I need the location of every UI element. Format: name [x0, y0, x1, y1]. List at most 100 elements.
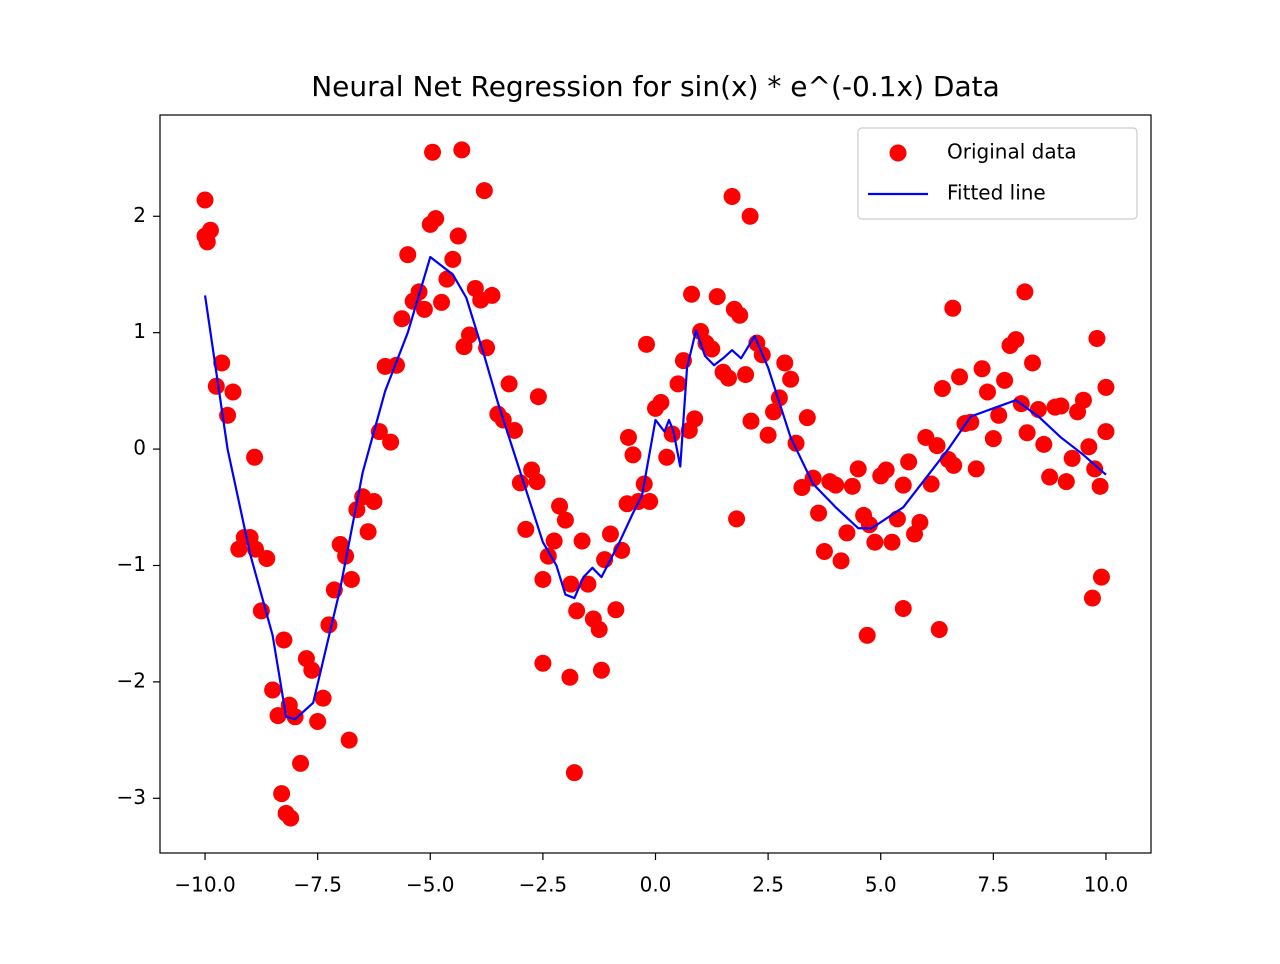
data-point [978, 383, 996, 401]
data-point [342, 570, 360, 588]
legend: Original data Fitted line [857, 127, 1138, 220]
y-tick-label: −3 [117, 785, 146, 809]
data-point [365, 492, 383, 510]
data-point [264, 681, 282, 699]
data-point [708, 288, 726, 306]
data-point [652, 394, 670, 412]
data-point [984, 430, 1002, 448]
data-point [224, 383, 242, 401]
data-point [894, 600, 912, 618]
data-point [393, 310, 411, 328]
data-point [1063, 449, 1081, 467]
data-point [723, 187, 741, 205]
data-point [529, 388, 547, 406]
data-point [883, 533, 901, 551]
data-point [911, 513, 929, 531]
data-point [858, 626, 876, 644]
data-point [1046, 398, 1064, 416]
chart-title: Neural Net Regression for sin(x) * e^(-0… [311, 70, 1000, 103]
data-point [475, 182, 493, 200]
data-point [1018, 424, 1036, 442]
data-point [320, 616, 338, 634]
data-point [1024, 354, 1042, 372]
y-tick-label: 0 [133, 436, 146, 460]
data-point [945, 456, 963, 474]
y-tick-label: 2 [133, 203, 146, 227]
data-point [534, 654, 552, 672]
data-point [669, 375, 687, 393]
y-tick-label: −2 [117, 668, 146, 692]
data-point [1069, 403, 1087, 421]
data-point [292, 754, 310, 772]
data-point [1016, 283, 1034, 301]
data-point [415, 300, 433, 318]
data-point [990, 406, 1008, 424]
data-point [951, 368, 969, 386]
data-point [196, 191, 214, 209]
data-point [731, 306, 749, 324]
data-point [275, 631, 293, 649]
data-point [561, 668, 579, 686]
data-point [592, 661, 610, 679]
data-point [500, 375, 518, 393]
data-point [399, 246, 417, 264]
data-point [1080, 438, 1098, 456]
y-tick-label: −1 [117, 552, 146, 576]
data-point [719, 369, 737, 387]
data-point [663, 425, 681, 443]
data-point [573, 532, 591, 550]
data-point [944, 299, 962, 317]
data-point [798, 409, 816, 427]
data-point [815, 543, 833, 561]
legend-label: Original data [947, 140, 1077, 164]
x-tick-label: 7.5 [977, 873, 1009, 897]
data-point [930, 621, 948, 639]
data-point [565, 764, 583, 782]
legend-label: Fitted line [947, 181, 1046, 205]
data-point [246, 540, 264, 558]
data-point [246, 448, 264, 466]
data-point [641, 492, 659, 510]
data-point [506, 421, 524, 439]
data-point [1001, 336, 1019, 354]
data-point [973, 360, 991, 378]
data-point [877, 461, 895, 479]
data-point [1083, 589, 1101, 607]
data-point [821, 473, 839, 491]
data-point [1097, 378, 1115, 396]
data-point [770, 389, 788, 407]
data-point [273, 785, 291, 803]
data-point [782, 370, 800, 388]
data-point [387, 356, 405, 374]
x-tick-label: 2.5 [752, 873, 784, 897]
data-point [843, 477, 861, 495]
data-point [686, 410, 704, 428]
data-point [888, 510, 906, 528]
data-point [866, 533, 884, 551]
data-point [1092, 568, 1110, 586]
data-point [460, 326, 478, 344]
data-point [213, 354, 231, 372]
data-point [314, 689, 332, 707]
data-point [1041, 468, 1059, 486]
data-point [427, 210, 445, 228]
x-tick-label: −2.5 [519, 873, 568, 897]
data-point [1057, 473, 1075, 491]
data-point [444, 250, 462, 268]
data-point [933, 380, 951, 398]
data-point [1035, 435, 1053, 453]
data-point [438, 270, 456, 288]
data-point [922, 475, 940, 493]
x-tick-label: −7.5 [293, 873, 342, 897]
data-point [776, 354, 794, 372]
data-point [1091, 477, 1109, 495]
x-tick-label: 10.0 [1084, 873, 1129, 897]
data-point [382, 433, 400, 451]
data-point [832, 552, 850, 570]
data-point [277, 804, 295, 822]
data-point [517, 520, 535, 538]
data-point [198, 233, 216, 251]
legend-marker [889, 144, 907, 162]
data-point [637, 335, 655, 353]
